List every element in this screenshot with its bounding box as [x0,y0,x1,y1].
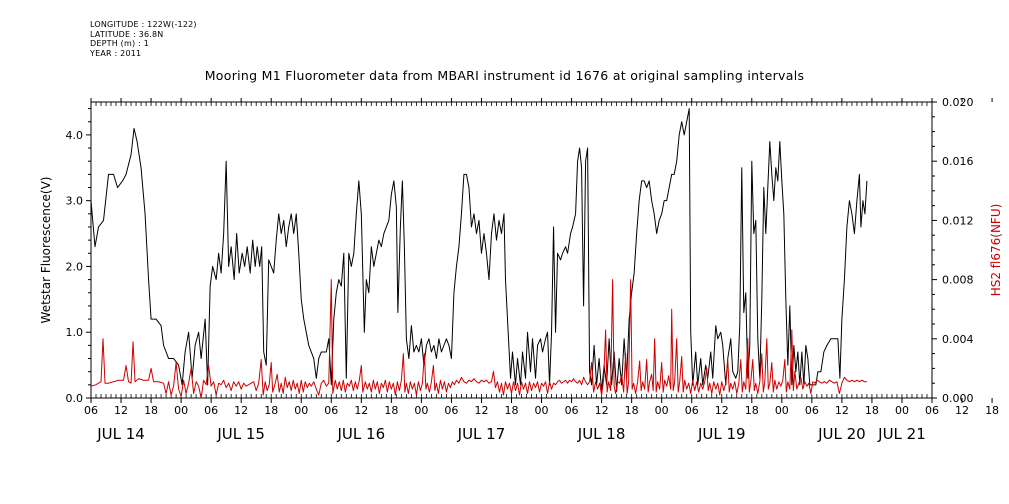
x-tick-label: 00 [294,404,308,417]
x-tick-label: 12 [474,404,488,417]
x-tick-label: 12 [955,404,969,417]
longitude-text: LONGITUDE : 122W(-122) [90,20,197,29]
x-tick-label: 12 [715,404,729,417]
x-day-label: JUL 18 [577,425,626,443]
x-day-label: JUL 15 [216,425,265,443]
x-tick-label: 12 [595,404,609,417]
y-right-tick-label: 0.016 [942,155,974,168]
y-right-axis-label: HS2 fl676(NFU) [989,204,1003,297]
x-day-label: JUL 16 [337,425,386,443]
y-left-tick-label: 0.0 [66,392,84,405]
x-tick-label: 00 [535,404,549,417]
x-day-label: JUL 19 [697,425,746,443]
y-right-tick-label: 0.008 [942,274,974,287]
x-tick-label: 00 [174,404,188,417]
y-left-tick-label: 1.0 [66,326,84,339]
x-day-label: JUL 14 [96,425,145,443]
hs2-fl676-line [90,279,867,399]
x-tick-label: 18 [985,404,999,417]
wetstar-fluorescence-line [90,108,868,392]
x-tick-label: 12 [234,404,248,417]
x-tick-label: 06 [805,404,819,417]
y-left-tick-label: 2.0 [66,260,84,273]
x-tick-label: 18 [264,404,278,417]
y-right-tick-label: 0.012 [942,214,974,227]
x-tick-label: 18 [505,404,519,417]
x-tick-label: 06 [925,404,939,417]
x-tick-label: 12 [354,404,368,417]
x-tick-label: 18 [625,404,639,417]
year-text: YEAR : 2011 [90,48,142,58]
x-tick-label: 00 [414,404,428,417]
y-right-tick-label: 0.020 [942,96,974,109]
x-tick-label: 00 [775,404,789,417]
x-tick-label: 18 [384,404,398,417]
x-day-label: JUL 20 [817,425,866,443]
y-left-tick-label: 3.0 [66,195,84,208]
y-left-axis-label: Wetstar Fluorescence(V) [39,177,53,324]
x-tick-label: 18 [865,404,879,417]
x-tick-label: 12 [835,404,849,417]
y-right-tick-label: 0.000 [942,392,974,405]
x-tick-label: 00 [655,404,669,417]
x-tick-label: 06 [84,404,98,417]
depth-text: DEPTH (m) : 1 [90,39,149,48]
x-tick-label: 18 [144,404,158,417]
chart-title: Mooring M1 Fluorometer data from MBARI i… [204,68,805,83]
y-left-tick-label: 4.0 [66,129,84,142]
x-tick-label: 12 [114,404,128,417]
dataset-metadata: LONGITUDE : 122W(-122) LATITUDE : 36.8N … [90,20,197,58]
x-day-label: JUL 17 [457,425,506,443]
x-day-label: JUL 21 [877,425,926,443]
x-tick-label: 18 [745,404,759,417]
x-tick-label: 06 [204,404,218,417]
x-tick-label: 06 [685,404,699,417]
y-right-tick-label: 0.004 [942,333,974,346]
x-tick-label: 06 [444,404,458,417]
x-tick-label: 06 [565,404,579,417]
x-tick-label: 00 [895,404,909,417]
latitude-text: LATITUDE : 36.8N [90,29,164,39]
x-tick-label: 06 [324,404,338,417]
